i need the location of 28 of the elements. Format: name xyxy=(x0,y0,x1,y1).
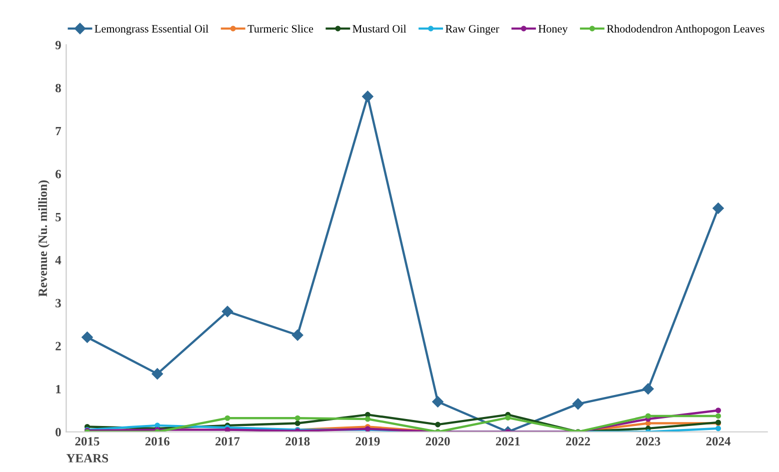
y-tick-label: 3 xyxy=(56,298,61,308)
x-tick-label: 2017 xyxy=(215,437,240,446)
x-tick-label: 2019 xyxy=(356,437,380,446)
x-tick-label: 2018 xyxy=(286,437,310,446)
x-tick-label: 2023 xyxy=(636,437,660,446)
x-tick-label: 2024 xyxy=(706,437,731,446)
legend-label: Honey xyxy=(538,25,568,35)
y-tick-label: 5 xyxy=(56,213,61,222)
y-tick-label: 1 xyxy=(56,384,61,394)
legend-label: Turmeric Slice xyxy=(248,24,314,33)
y-tick-label: 2 xyxy=(56,342,61,350)
y-tick-label: 6 xyxy=(56,170,61,178)
x-tick-label: 2015 xyxy=(75,437,100,446)
legend-label: Mustard Oil xyxy=(352,24,406,33)
x-axis-title: YEARS xyxy=(66,454,108,462)
y-tick-label: 0 xyxy=(56,428,61,436)
y-tick-label: 7 xyxy=(56,127,62,136)
x-tick-label: 2022 xyxy=(566,437,590,446)
legend-label: Lemongrass Essential Oil xyxy=(94,24,208,35)
legend-label: Rhododendron Anthopogon Leaves xyxy=(606,24,764,35)
y-axis-title: Revenue (Nu. million) xyxy=(38,180,50,297)
x-tick-label: 2020 xyxy=(426,437,450,446)
y-tick-label: 8 xyxy=(56,84,61,92)
x-tick-label: 2016 xyxy=(145,437,170,446)
legend-label: Raw Ginger xyxy=(446,25,500,35)
y-tick-label: 4 xyxy=(55,256,62,264)
y-tick-label: 9 xyxy=(55,40,61,50)
x-tick-label: 2021 xyxy=(496,437,520,446)
